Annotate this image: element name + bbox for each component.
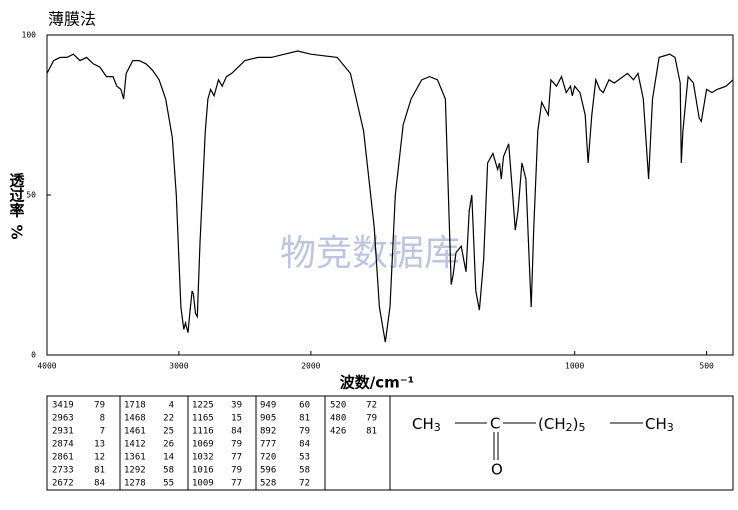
y-tick-label: 100 (22, 31, 37, 40)
peak-wavenumber: 777 (260, 440, 276, 450)
peak-transmittance: 39 (231, 401, 242, 411)
x-tick-label: 3000 (169, 362, 188, 371)
peak-wavenumber: 1069 (192, 440, 214, 450)
peak-transmittance: 72 (299, 479, 310, 489)
peak-transmittance: 81 (299, 414, 310, 424)
peak-transmittance: 53 (299, 453, 310, 463)
peak-wavenumber: 1116 (192, 427, 214, 437)
peak-transmittance: 8 (100, 414, 105, 424)
peak-wavenumber: 720 (260, 453, 276, 463)
peak-transmittance: 60 (299, 401, 310, 411)
peak-wavenumber: 2874 (52, 440, 74, 450)
peak-transmittance: 58 (163, 466, 174, 476)
peak-transmittance: 81 (94, 466, 105, 476)
peak-transmittance: 77 (231, 453, 242, 463)
group: (CH (538, 415, 566, 433)
peak-transmittance: 81 (366, 427, 377, 437)
y-axis-unit: % (8, 224, 26, 239)
watermark: 物竞数据库 (280, 233, 460, 274)
structure-text: CH3 (645, 415, 674, 435)
peak-wavenumber: 480 (330, 414, 346, 424)
peak-transmittance: 72 (366, 401, 377, 411)
peak-wavenumber: 1461 (124, 427, 146, 437)
peak-wavenumber: 520 (330, 401, 346, 411)
x-tick-label: 4000 (37, 362, 56, 371)
structure: CH3 C O (CH2)5 CH3 (412, 415, 674, 479)
peak-transmittance: 14 (163, 453, 174, 463)
peak-wavenumber: 905 (260, 414, 276, 424)
chart-title: 薄膜法 (48, 10, 96, 29)
peak-wavenumber: 1278 (124, 479, 146, 489)
atom: C (490, 415, 500, 433)
peak-wavenumber: 949 (260, 401, 276, 411)
atom: O (491, 461, 503, 479)
peak-transmittance: 84 (231, 427, 242, 437)
peak-transmittance: 25 (163, 427, 174, 437)
peak-transmittance: 55 (163, 479, 174, 489)
peak-wavenumber: 1292 (124, 466, 146, 476)
peak-transmittance: 84 (299, 440, 310, 450)
peak-wavenumber: 2672 (52, 479, 74, 489)
y-tick-label: 0 (31, 351, 36, 360)
peak-transmittance: 7 (100, 427, 105, 437)
peak-wavenumber: 2963 (52, 414, 74, 424)
x-tick-label: 1000 (565, 362, 584, 371)
peak-wavenumber: 1009 (192, 479, 214, 489)
peak-transmittance: 4 (169, 401, 174, 411)
peak-wavenumber: 1016 (192, 466, 214, 476)
subscript: 3 (434, 421, 441, 434)
y-tick-label: 50 (26, 191, 36, 200)
peak-transmittance: 79 (231, 440, 242, 450)
peak-wavenumber: 1361 (124, 453, 146, 463)
structure-text: CH3 (412, 415, 441, 435)
x-tick-label: 500 (699, 362, 714, 371)
peak-wavenumber: 1718 (124, 401, 146, 411)
subscript: 3 (667, 421, 674, 434)
subscript: 5 (578, 421, 585, 434)
peak-wavenumber: 1032 (192, 453, 214, 463)
peak-wavenumber: 1225 (192, 401, 214, 411)
peak-wavenumber: 596 (260, 466, 276, 476)
peak-transmittance: 79 (299, 427, 310, 437)
peak-wavenumber: 1165 (192, 414, 214, 424)
peak-transmittance: 79 (231, 466, 242, 476)
peak-transmittance: 12 (94, 453, 105, 463)
peak-transmittance: 84 (94, 479, 105, 489)
peak-wavenumber: 3419 (52, 401, 74, 411)
structure-text: (CH2)5 (538, 415, 585, 435)
peak-wavenumber: 1468 (124, 414, 146, 424)
peak-wavenumber: 2931 (52, 427, 74, 437)
spectrum-line (46, 50, 734, 343)
peak-transmittance: 13 (94, 440, 105, 450)
peak-wavenumber: 1412 (124, 440, 146, 450)
peak-wavenumber: 528 (260, 479, 276, 489)
peak-wavenumber: 892 (260, 427, 276, 437)
peak-wavenumber: 426 (330, 427, 346, 437)
atom: CH (412, 415, 434, 433)
peak-transmittance: 77 (231, 479, 242, 489)
peak-transmittance: 26 (163, 440, 174, 450)
y-axis-label: 透过率 (8, 173, 26, 219)
peak-transmittance: 58 (299, 466, 310, 476)
peak-transmittance: 15 (231, 414, 242, 424)
atom: CH (645, 415, 667, 433)
peak-wavenumber: 2733 (52, 466, 74, 476)
x-tick-label: 2000 (301, 362, 320, 371)
subscript: 2 (566, 421, 573, 434)
peak-transmittance: 22 (163, 414, 174, 424)
peak-transmittance: 79 (94, 401, 105, 411)
group: ) (573, 415, 579, 433)
x-axis-label: 波数/cm⁻¹ (340, 374, 415, 392)
peak-transmittance: 79 (366, 414, 377, 424)
peak-wavenumber: 2861 (52, 453, 74, 463)
